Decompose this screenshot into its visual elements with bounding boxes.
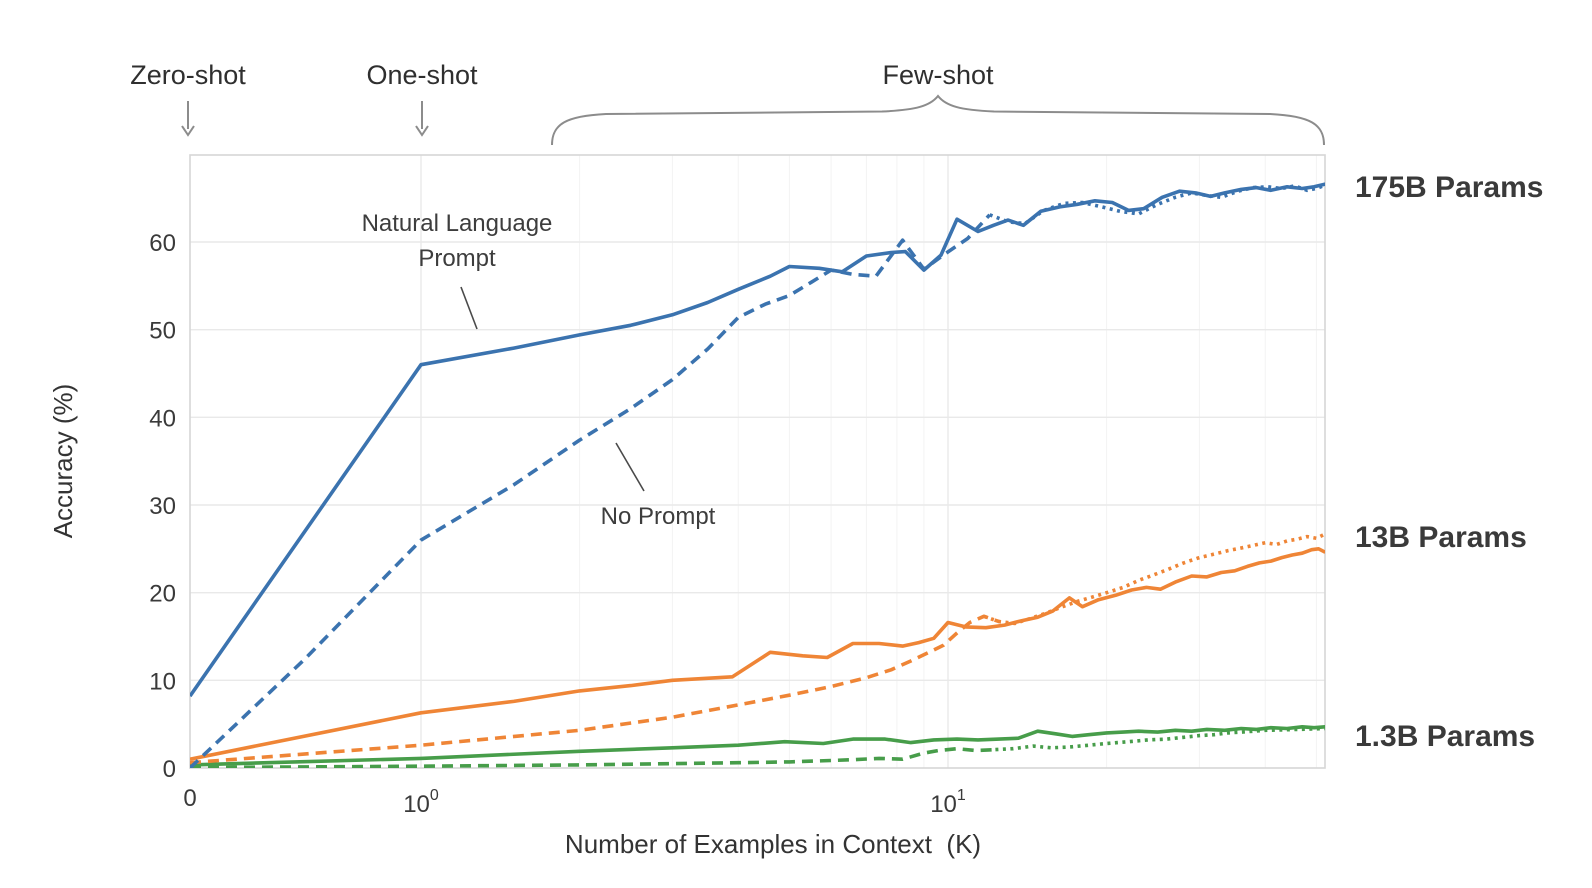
y-tick-label: 10	[149, 668, 176, 695]
x-tick-label: 100	[403, 787, 439, 818]
line-1-3b-params-no-prompt-tail	[995, 726, 1325, 752]
y-tick-label: 50	[149, 318, 176, 345]
y-tick-label: 60	[149, 230, 176, 257]
line-175b-params-natural-language-prompt	[190, 182, 1325, 698]
zero-shot-label: Zero-shot	[130, 60, 246, 90]
natural-language-prompt-annotation-line2: Prompt	[418, 245, 496, 272]
x-tick-label: 101	[930, 787, 966, 818]
zero-shot-down-arrow-icon	[181, 101, 195, 137]
y-axis-label: Accuracy (%)	[48, 384, 78, 539]
no-prompt-annotation: No Prompt	[601, 503, 716, 530]
y-tick-label: 40	[149, 405, 176, 432]
natural-language-prompt-leader-line	[460, 286, 478, 330]
few-shot-brace-icon	[551, 94, 1325, 146]
x-axis-label: Number of Examples in Context (K)	[565, 829, 981, 859]
series-label-13b-params: 13B Params	[1355, 521, 1527, 554]
plot-area	[190, 155, 1325, 768]
one-shot-label: One-shot	[366, 60, 478, 90]
series-lines	[190, 182, 1325, 768]
few-shot-label: Few-shot	[882, 60, 994, 90]
y-tick-label: 0	[163, 756, 176, 783]
y-tick-label: 20	[149, 581, 176, 608]
line-1-3b-params-natural-language-prompt	[190, 725, 1325, 767]
plot-border	[189, 154, 1326, 769]
line-13b-params-natural-language-prompt	[190, 547, 1325, 761]
one-shot-down-arrow-icon	[415, 101, 429, 137]
line-1-3b-params-no-prompt	[190, 746, 996, 768]
series-label-1-3b-params: 1.3B Params	[1355, 720, 1535, 753]
x-tick-label: 0	[183, 785, 196, 812]
no-prompt-leader-line	[615, 442, 645, 492]
natural-language-prompt-annotation-line1: Natural Language	[362, 210, 553, 237]
axis-ticks: 0 10 20 30 40 50 60 0 100 101	[149, 230, 966, 818]
y-tick-label: 30	[149, 493, 176, 520]
series-label-175b-params: 175B Params	[1355, 171, 1543, 204]
